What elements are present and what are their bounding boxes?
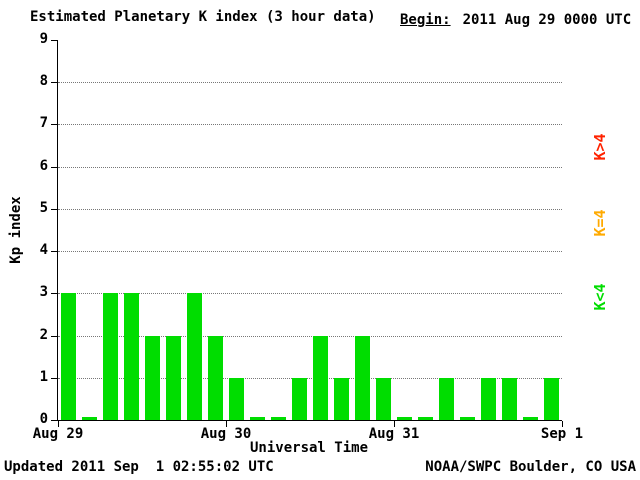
- x-tick: [58, 421, 59, 427]
- kp-bar: [312, 335, 329, 420]
- kp-bar: [102, 293, 119, 420]
- kp-bar: [291, 377, 308, 420]
- kp-bar: [186, 293, 203, 420]
- y-tick: [51, 420, 57, 421]
- y-tick: [51, 208, 57, 210]
- kp-bar: [165, 335, 182, 420]
- y-tick: [51, 293, 57, 295]
- gridline: [58, 124, 562, 126]
- y-tick-label: 0: [39, 411, 48, 428]
- kp-bar: [228, 377, 245, 420]
- legend-kp-below-4: K<4: [591, 283, 609, 311]
- kp-bar: [333, 377, 350, 420]
- y-tick: [51, 377, 57, 379]
- kp-bar: [543, 377, 560, 420]
- gridline: [58, 251, 562, 253]
- x-tick: [562, 421, 563, 427]
- kp-bar: [459, 417, 476, 420]
- chart-title: Estimated Planetary K index (3 hour data…: [30, 9, 376, 25]
- y-axis-title: Kp index: [8, 196, 24, 264]
- y-tick-label: 1: [39, 368, 48, 385]
- y-tick: [51, 166, 57, 168]
- kp-bar: [396, 417, 413, 420]
- kp-bar: [438, 377, 455, 420]
- kp-bar: [270, 417, 287, 420]
- y-tick: [51, 335, 57, 337]
- kp-bar: [81, 417, 98, 420]
- y-tick-label: 7: [39, 115, 48, 132]
- begin-annotation: Begin: 2011 Aug 29 0000 UTC: [400, 12, 631, 28]
- kp-bar: [144, 335, 161, 420]
- plot-area: 0 1 2 3 4 5 6 7 8 9 Aug 29 Aug 30 Aug 31 Sep 1: [33, 31, 583, 442]
- y-tick-label: 8: [39, 73, 48, 90]
- kp-bar: [480, 377, 497, 420]
- gridline: [58, 293, 562, 295]
- kp-bar: [249, 417, 266, 420]
- updated-timestamp: Updated 2011 Sep 1 02:55:02 UTC: [4, 459, 274, 475]
- kp-bar: [522, 417, 539, 420]
- gridline: [58, 208, 562, 210]
- y-tick-label: 6: [39, 157, 48, 174]
- y-tick-label: 9: [39, 31, 48, 48]
- y-tick-label: 3: [39, 284, 48, 301]
- x-tick-label: Aug 30: [200, 426, 252, 442]
- gridline: [58, 82, 562, 84]
- gridline: [58, 377, 562, 379]
- begin-label: Begin:: [400, 12, 451, 28]
- legend-kp-above-4: K>4: [591, 133, 609, 161]
- begin-value: 2011 Aug 29 0000 UTC: [462, 12, 632, 28]
- kp-bar: [60, 293, 77, 420]
- y-tick: [51, 124, 57, 126]
- y-tick-label: 4: [39, 242, 48, 259]
- kp-bar: [417, 417, 434, 420]
- y-tick: [51, 82, 57, 84]
- kp-bar: [501, 377, 518, 420]
- legend-kp-equal-4: K=4: [591, 209, 609, 237]
- y-tick: [51, 251, 57, 253]
- kp-bar: [123, 293, 140, 420]
- x-tick-label: Aug 29: [32, 426, 84, 442]
- x-axis-title: Universal Time: [249, 440, 369, 456]
- kp-bar: [207, 335, 224, 420]
- x-tick: [394, 421, 395, 427]
- x-tick-label: Sep 1: [540, 426, 584, 442]
- kp-bar: [354, 335, 371, 420]
- x-tick-label: Aug 31: [368, 426, 420, 442]
- kp-bar: [375, 377, 392, 420]
- y-tick-label: 2: [39, 326, 48, 343]
- source-attribution: NOAA/SWPC Boulder, CO USA: [425, 459, 636, 475]
- y-tick: [51, 40, 57, 41]
- gridline: [58, 166, 562, 168]
- y-tick-label: 5: [39, 200, 48, 217]
- gridline: [58, 335, 562, 337]
- x-tick: [226, 421, 227, 427]
